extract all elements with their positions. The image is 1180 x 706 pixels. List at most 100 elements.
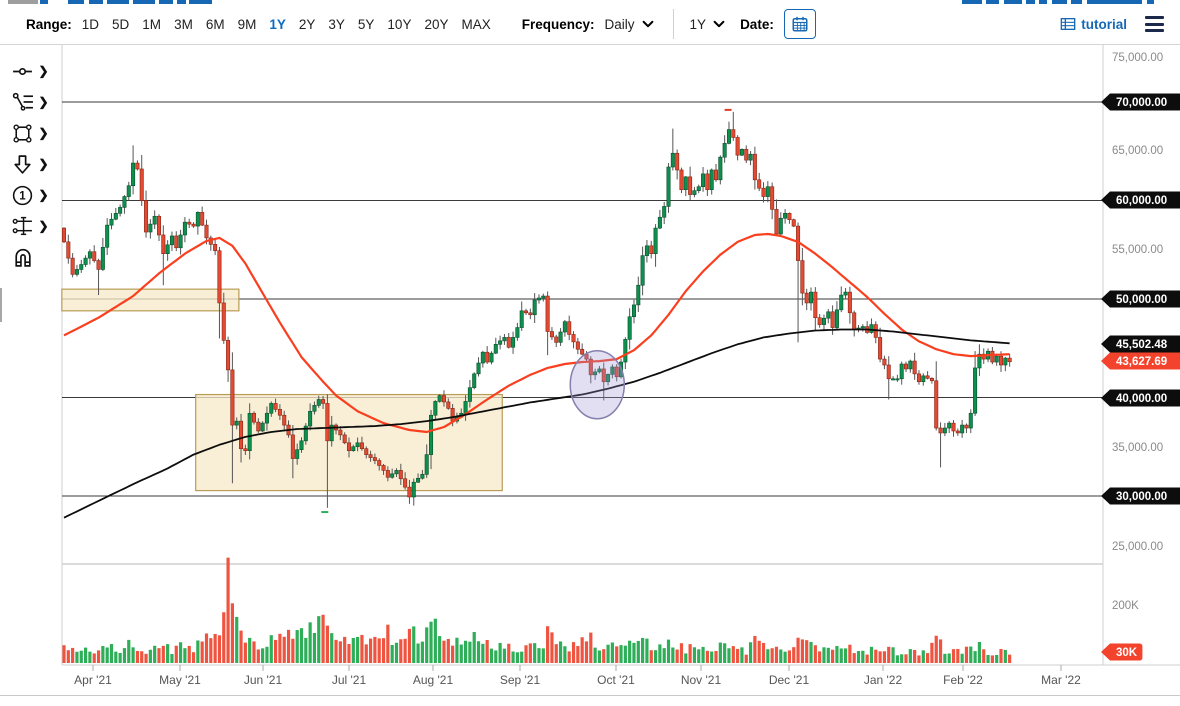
candle-body bbox=[385, 470, 390, 478]
candle-body bbox=[441, 395, 446, 403]
volume-bar bbox=[839, 648, 843, 663]
volume-bar bbox=[308, 622, 312, 663]
volume-bar bbox=[792, 647, 796, 663]
cutoff-button bbox=[986, 0, 999, 4]
candle-body bbox=[817, 317, 822, 325]
volume-bar bbox=[995, 654, 999, 663]
candle-body bbox=[614, 366, 619, 378]
candle-body bbox=[692, 190, 697, 195]
chevron-down-icon[interactable] bbox=[712, 17, 726, 31]
range-1Y[interactable]: 1Y bbox=[269, 16, 286, 32]
volume-bar bbox=[533, 643, 537, 663]
candle-body bbox=[403, 478, 408, 488]
volume-bar bbox=[1003, 649, 1007, 663]
candle-body bbox=[787, 213, 792, 221]
volume-bar bbox=[580, 637, 584, 663]
candle-body bbox=[515, 327, 520, 338]
volume-bar bbox=[679, 643, 684, 663]
range-MAX[interactable]: MAX bbox=[461, 16, 491, 32]
candle-body bbox=[70, 257, 75, 275]
candle-body bbox=[126, 185, 131, 197]
date-picker-button[interactable] bbox=[783, 9, 816, 39]
menu-icon[interactable] bbox=[1143, 12, 1166, 36]
tutorial-button[interactable]: tutorial bbox=[1060, 16, 1127, 32]
axis-label: 25,000.00 bbox=[1112, 541, 1163, 553]
range-6M[interactable]: 6M bbox=[205, 16, 225, 32]
volume-bar bbox=[420, 641, 424, 663]
volume-bars bbox=[62, 557, 1012, 663]
candle-body bbox=[398, 470, 403, 480]
volume-bar bbox=[977, 641, 982, 663]
volume-bar bbox=[865, 654, 869, 663]
fibonacci-tool[interactable]: ❯ bbox=[11, 91, 49, 113]
volume-bar bbox=[753, 635, 757, 663]
range-9M[interactable]: 9M bbox=[237, 16, 257, 32]
volume-bar bbox=[990, 655, 994, 663]
candle-body bbox=[502, 337, 507, 342]
volume-bar bbox=[731, 646, 735, 663]
candle-body bbox=[955, 430, 960, 434]
volume-bar bbox=[774, 646, 779, 663]
volume-bar bbox=[951, 649, 956, 663]
candle-body bbox=[657, 216, 662, 229]
candle-body bbox=[921, 375, 926, 383]
range-1M[interactable]: 1M bbox=[142, 16, 162, 32]
price-chart[interactable]: 75,000.00 65,000.00 55,000.00 35,000.00 25,0… bbox=[0, 45, 1180, 701]
volume-bar bbox=[982, 649, 986, 663]
chart-canvas[interactable]: 75,000.00 65,000.00 55,000.00 35,000.00 25,0… bbox=[0, 45, 1180, 701]
volume-bar bbox=[330, 633, 334, 663]
candle-body bbox=[506, 337, 511, 348]
toolbar-divider bbox=[672, 9, 674, 39]
range-3M[interactable]: 3M bbox=[174, 16, 193, 32]
candle-body bbox=[830, 311, 835, 328]
frequency-label: Frequency: bbox=[521, 16, 595, 32]
range-10Y[interactable]: 10Y bbox=[387, 16, 412, 32]
range-3Y[interactable]: 3Y bbox=[328, 16, 345, 32]
svg-text:1: 1 bbox=[20, 190, 27, 202]
volume-bar bbox=[79, 650, 83, 663]
volume-bar bbox=[256, 649, 260, 663]
arrow-tool[interactable]: ❯ bbox=[11, 153, 49, 175]
volume-bar bbox=[826, 647, 830, 663]
candle-body bbox=[588, 358, 593, 376]
magnet-tool[interactable]: ❯ bbox=[11, 246, 48, 268]
volume-bar bbox=[835, 646, 839, 663]
candle-body bbox=[411, 481, 416, 498]
candle-body bbox=[437, 395, 442, 402]
range-2Y[interactable]: 2Y bbox=[298, 16, 316, 32]
range-5Y[interactable]: 5Y bbox=[357, 16, 375, 32]
period-value[interactable]: 1Y bbox=[689, 16, 707, 32]
volume-bar bbox=[615, 646, 619, 663]
volume-bar bbox=[364, 644, 368, 663]
candle-body bbox=[390, 473, 395, 478]
range-1D[interactable]: 1D bbox=[81, 16, 100, 32]
candle-body bbox=[161, 234, 166, 254]
volume-bar bbox=[200, 641, 204, 663]
channel-tool[interactable]: ❯ bbox=[11, 215, 49, 237]
range-20Y[interactable]: 20Y bbox=[424, 16, 449, 32]
chevron-right-icon: ❯ bbox=[38, 95, 49, 109]
chevron-down-icon[interactable] bbox=[641, 17, 655, 31]
volume-bar bbox=[304, 637, 308, 663]
cutoff-button bbox=[1039, 0, 1047, 4]
shape-tool[interactable]: ❯ bbox=[11, 122, 49, 144]
candle-body bbox=[429, 414, 434, 455]
candle-body bbox=[593, 371, 598, 376]
candle-body bbox=[990, 350, 995, 363]
candle-body bbox=[809, 291, 814, 304]
candle-body bbox=[1003, 357, 1008, 366]
candle-body bbox=[843, 291, 848, 296]
volume-bar bbox=[153, 645, 157, 663]
frequency-value[interactable]: Daily bbox=[604, 16, 635, 32]
volume-bar bbox=[170, 654, 174, 663]
panel-resize-handle[interactable] bbox=[0, 288, 2, 322]
candle-body bbox=[96, 260, 101, 270]
range-5D[interactable]: 5D bbox=[112, 16, 130, 32]
volume-bar bbox=[347, 644, 351, 663]
chevron-right-icon: ❯ bbox=[38, 126, 49, 140]
annotation-tool[interactable]: 1 ❯ bbox=[11, 184, 49, 206]
candle-body bbox=[61, 227, 66, 243]
candle-body bbox=[934, 380, 939, 429]
trendline-tool[interactable]: ❯ bbox=[11, 60, 49, 82]
volume-bar bbox=[796, 637, 800, 663]
